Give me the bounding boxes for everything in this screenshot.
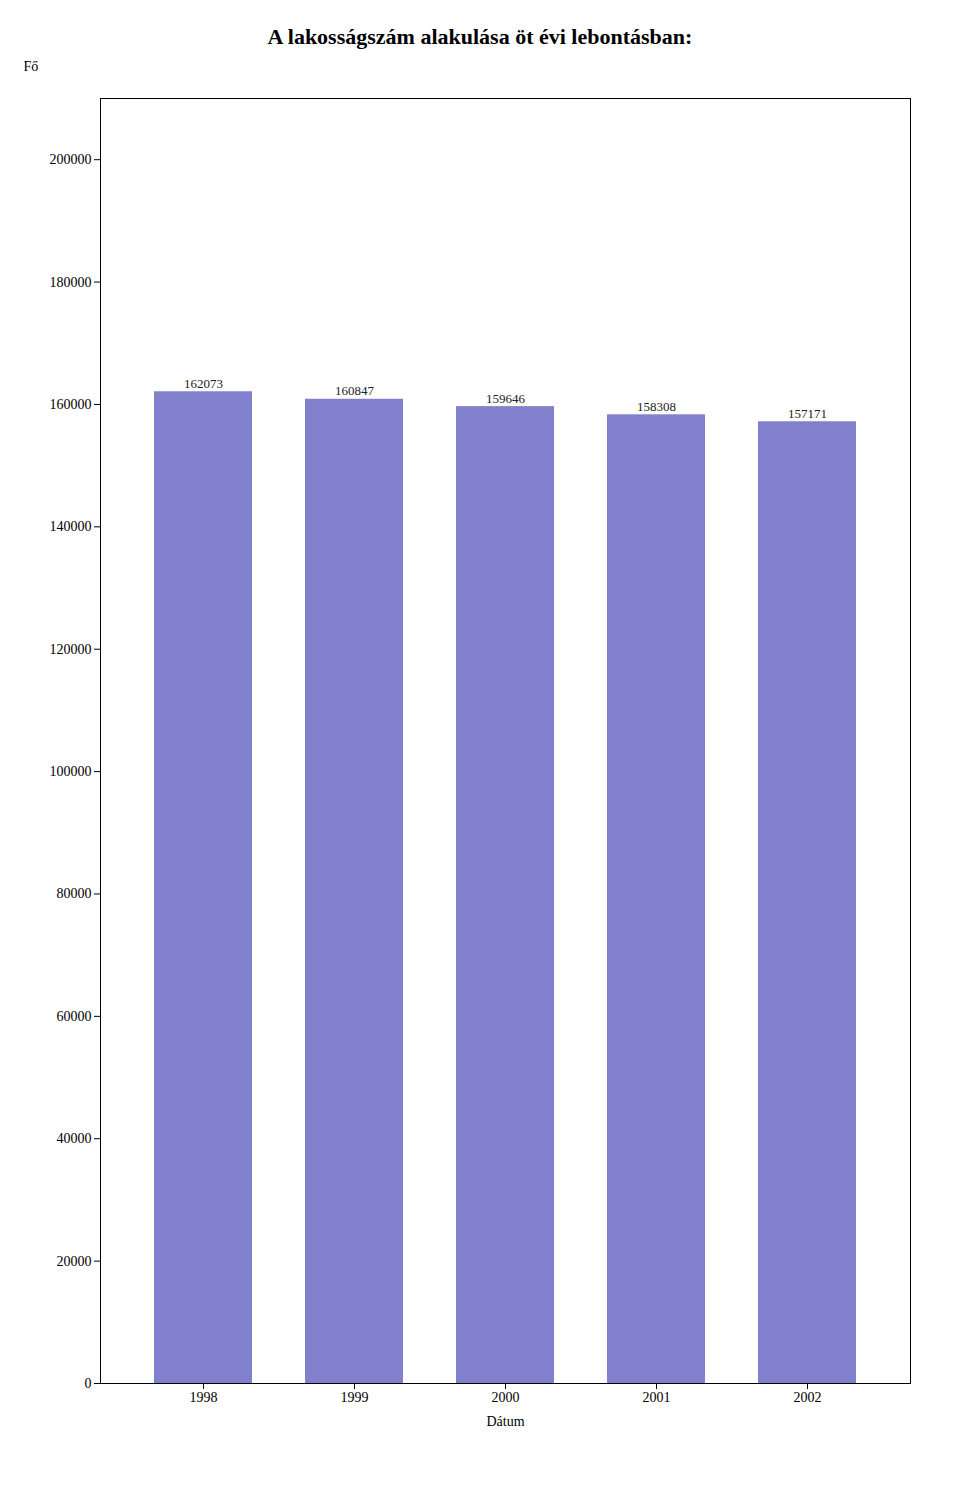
- svg-text:159646: 159646: [486, 391, 526, 406]
- svg-text:2001: 2001: [643, 1390, 671, 1405]
- svg-text:160000: 160000: [50, 397, 92, 412]
- svg-text:80000: 80000: [57, 886, 92, 901]
- svg-text:20000: 20000: [57, 1254, 92, 1269]
- svg-text:0: 0: [85, 1376, 92, 1391]
- svg-text:1998: 1998: [190, 1390, 218, 1405]
- svg-text:100000: 100000: [50, 764, 92, 779]
- svg-text:158308: 158308: [637, 399, 676, 414]
- svg-text:Fő: Fő: [24, 59, 39, 74]
- svg-text:Dátum: Dátum: [486, 1414, 524, 1429]
- svg-text:120000: 120000: [50, 642, 92, 657]
- svg-text:60000: 60000: [57, 1009, 92, 1024]
- svg-text:1999: 1999: [341, 1390, 369, 1405]
- html-text:A lakosságszám alakulása öt év: A lakosságszám alakulása öt évi lebontás…: [267, 24, 693, 49]
- svg-text:2002: 2002: [794, 1390, 822, 1405]
- svg-text:140000: 140000: [50, 519, 92, 534]
- svg-text:157171: 157171: [788, 406, 827, 421]
- svg-text:200000: 200000: [50, 152, 92, 167]
- svg-text:2000: 2000: [492, 1390, 520, 1405]
- svg-text:162073: 162073: [184, 376, 223, 391]
- svg-text:180000: 180000: [50, 275, 92, 290]
- svg-text:40000: 40000: [57, 1131, 92, 1146]
- svg-text:160847: 160847: [335, 383, 375, 398]
